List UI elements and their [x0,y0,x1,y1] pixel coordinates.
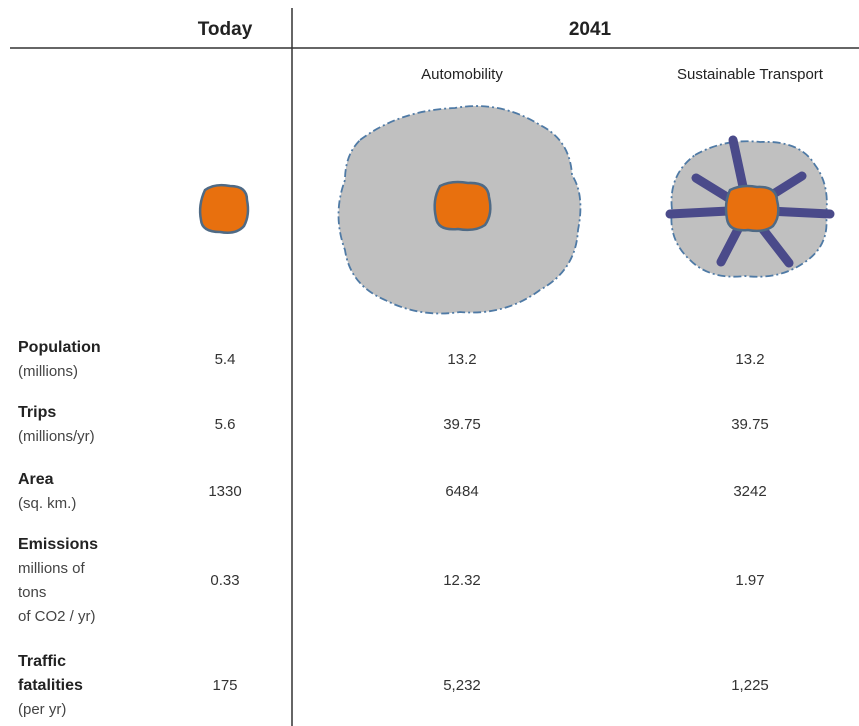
header-future: 2041 [569,19,612,40]
scenario-label: Sustainable Transport [677,66,824,83]
cell-value: 5,232 [443,677,481,694]
row-name: Trips [18,404,56,421]
row-unit: (per yr) [18,701,66,718]
row-unit: tons [18,584,46,601]
row-name: Traffic [18,653,66,670]
cell-value: 39.75 [731,416,769,433]
row-name: Area [18,471,54,488]
city-core [724,184,780,233]
row-name: fatalities [18,677,83,694]
cell-value: 1.97 [735,572,764,589]
cell-value: 13.2 [735,351,764,368]
row-unit: (sq. km.) [18,495,76,512]
cell-value: 1330 [208,483,241,500]
cell-value: 6484 [445,483,478,500]
row-name: Population [18,339,101,356]
city-core [433,180,492,232]
cell-value: 12.32 [443,572,481,589]
scenario-label: Automobility [421,66,503,83]
row-unit: (millions/yr) [18,428,95,445]
city-today [198,183,250,234]
cell-value: 1,225 [731,677,769,694]
cell-value: 39.75 [443,416,481,433]
row-unit: of CO2 / yr) [18,608,96,625]
cell-value: 3242 [733,483,766,500]
row-unit: millions of [18,560,86,577]
cell-value: 175 [212,677,237,694]
row-name: Emissions [18,536,98,553]
cell-value: 0.33 [210,572,239,589]
cell-value: 5.4 [215,351,236,368]
header-today: Today [198,19,253,40]
cell-value: 13.2 [447,351,476,368]
cell-value: 5.6 [215,416,236,433]
row-unit: (millions) [18,363,78,380]
